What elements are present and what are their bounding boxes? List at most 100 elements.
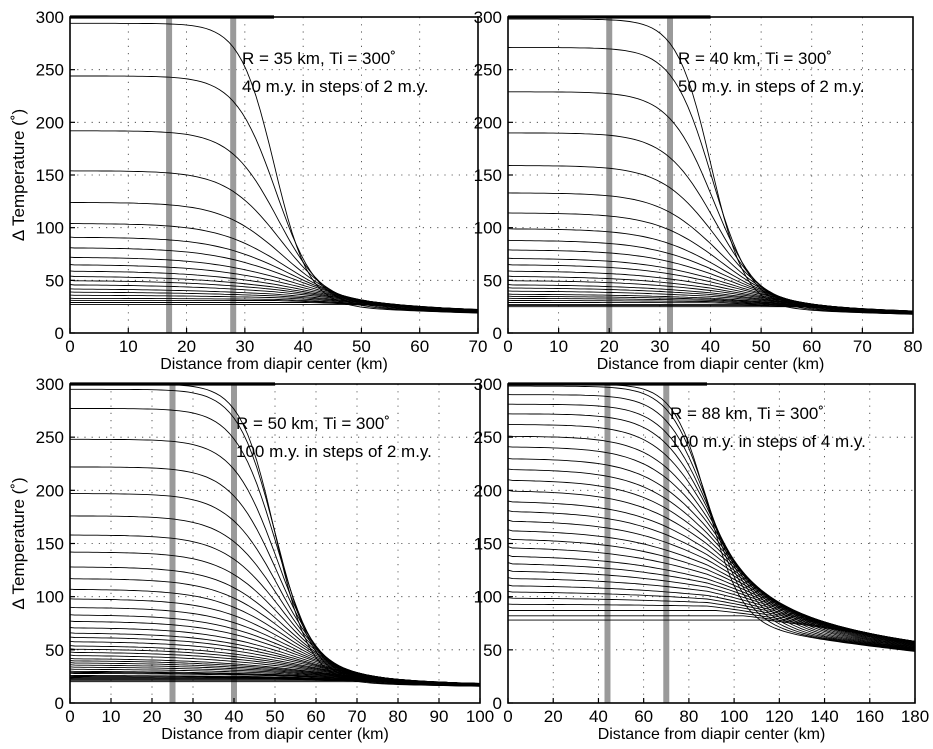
x-tick-label: 100	[720, 707, 748, 726]
x-tick-label: 70	[469, 337, 488, 356]
x-tick-label: 20	[177, 337, 196, 356]
series-line	[507, 519, 916, 646]
y-tick-label: 0	[55, 694, 64, 713]
x-tick-label: 0	[65, 707, 74, 726]
x-tick-label: 10	[549, 337, 568, 356]
series-line	[69, 493, 481, 687]
y-tick-label: 250	[36, 61, 64, 80]
y-tick-label: 250	[474, 428, 502, 447]
y-tick-label: 100	[474, 588, 502, 607]
series-line	[508, 610, 916, 642]
panel-annotation: R = 50 km, Ti = 300˚	[236, 414, 390, 433]
series-line	[70, 438, 480, 687]
panel-annotation: 100 m.y. in steps of 4 m.y.	[670, 432, 866, 451]
x-tick-label: 40	[701, 337, 720, 356]
y-tick-label: 300	[474, 8, 502, 27]
y-tick-label: 250	[36, 428, 64, 447]
series-line	[508, 403, 916, 651]
x-tick-label: 40	[225, 707, 244, 726]
y-tick-label: 300	[36, 8, 64, 27]
y-tick-label: 300	[474, 375, 502, 394]
x-tick-label: 20	[600, 337, 619, 356]
y-tick-label: 300	[36, 375, 64, 394]
x-tick-label: 30	[650, 337, 669, 356]
y-axis-label: Δ Temperature (˚)	[9, 109, 28, 241]
y-tick-label: 250	[474, 61, 502, 80]
series-line	[70, 304, 479, 310]
series-line	[70, 681, 480, 684]
series-line	[507, 435, 916, 650]
series-line	[69, 170, 479, 314]
series-line	[69, 236, 479, 313]
y-tick-label: 200	[36, 113, 64, 132]
x-tick-label: 140	[810, 707, 838, 726]
x-tick-label: 50	[352, 337, 371, 356]
x-tick-label: 120	[765, 707, 793, 726]
series-line	[70, 388, 481, 687]
panel-annotation: 50 m.y. in steps of 2 m.y.	[678, 77, 864, 96]
panel-annotation: 100 m.y. in steps of 2 m.y.	[236, 442, 432, 461]
series-line	[507, 537, 916, 645]
x-axis-label: Distance from diapir center (km)	[598, 726, 826, 743]
y-tick-label: 0	[493, 324, 502, 343]
x-tick-label: 40	[589, 707, 608, 726]
x-tick-label: 40	[294, 337, 313, 356]
x-tick-label: 20	[544, 707, 563, 726]
x-axis-label: Distance from diapir center (km)	[597, 356, 825, 373]
x-tick-label: 80	[389, 707, 408, 726]
series-line	[508, 306, 914, 312]
panel-annotation: R = 40 km, Ti = 300˚	[678, 49, 832, 68]
series-line	[507, 446, 916, 650]
x-tick-label: 80	[679, 707, 698, 726]
x-tick-label: 80	[904, 337, 923, 356]
y-tick-label: 100	[36, 219, 64, 238]
panel-annotation: R = 35 km, Ti = 300˚	[242, 49, 396, 68]
y-tick-label: 150	[474, 166, 502, 185]
series-line	[507, 479, 916, 648]
y-tick-label: 200	[36, 481, 64, 500]
y-tick-label: 100	[36, 588, 64, 607]
x-tick-label: 50	[266, 707, 285, 726]
series-line	[507, 394, 916, 652]
x-tick-label: 10	[102, 707, 121, 726]
series-line	[507, 413, 916, 651]
series-line	[507, 603, 916, 642]
x-tick-label: 70	[348, 707, 367, 726]
series-line	[508, 132, 914, 315]
panel-annotation: R = 88 km, Ti = 300˚	[670, 404, 824, 423]
series-line	[507, 546, 916, 645]
y-tick-label: 100	[474, 219, 502, 238]
x-tick-label: 160	[856, 707, 884, 726]
series-line	[507, 423, 916, 651]
x-axis-label: Distance from diapir center (km)	[161, 726, 389, 743]
x-tick-label: 70	[853, 337, 872, 356]
series-line	[507, 489, 916, 648]
y-tick-label: 150	[474, 535, 502, 554]
series-line	[507, 500, 916, 647]
series-line	[507, 597, 916, 642]
series-line	[69, 223, 479, 313]
x-tick-label: 30	[235, 337, 254, 356]
y-tick-label: 0	[493, 694, 502, 713]
x-tick-label: 10	[119, 337, 138, 356]
y-tick-label: 50	[483, 641, 502, 660]
x-tick-label: 20	[143, 707, 162, 726]
series-line	[507, 192, 914, 315]
series-line	[508, 619, 916, 642]
series-line	[508, 615, 916, 642]
x-tick-label: 0	[503, 337, 512, 356]
y-tick-label: 0	[55, 324, 64, 343]
series-line	[69, 247, 479, 313]
x-tick-label: 0	[65, 337, 74, 356]
series-line	[507, 510, 916, 647]
x-tick-label: 60	[307, 707, 326, 726]
series-line	[507, 457, 916, 650]
y-tick-label: 50	[45, 271, 64, 290]
series-line	[70, 130, 479, 314]
y-tick-label: 50	[483, 271, 502, 290]
y-axis-label: Δ Temperature (˚)	[9, 477, 28, 609]
x-tick-label: 60	[802, 337, 821, 356]
panel-4: 0 20 40 60 80 100 120 140 160 180 0 50 100 150 200 250 3…	[474, 375, 930, 743]
y-tick-label: 150	[36, 535, 64, 554]
